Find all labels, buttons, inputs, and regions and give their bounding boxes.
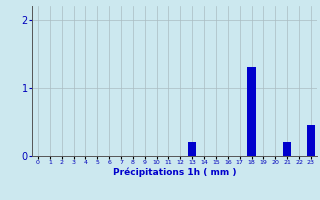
- Bar: [188, 142, 196, 156]
- X-axis label: Précipitations 1h ( mm ): Précipitations 1h ( mm ): [113, 168, 236, 177]
- Bar: [283, 142, 291, 156]
- Bar: [247, 67, 256, 156]
- Bar: [307, 125, 315, 156]
